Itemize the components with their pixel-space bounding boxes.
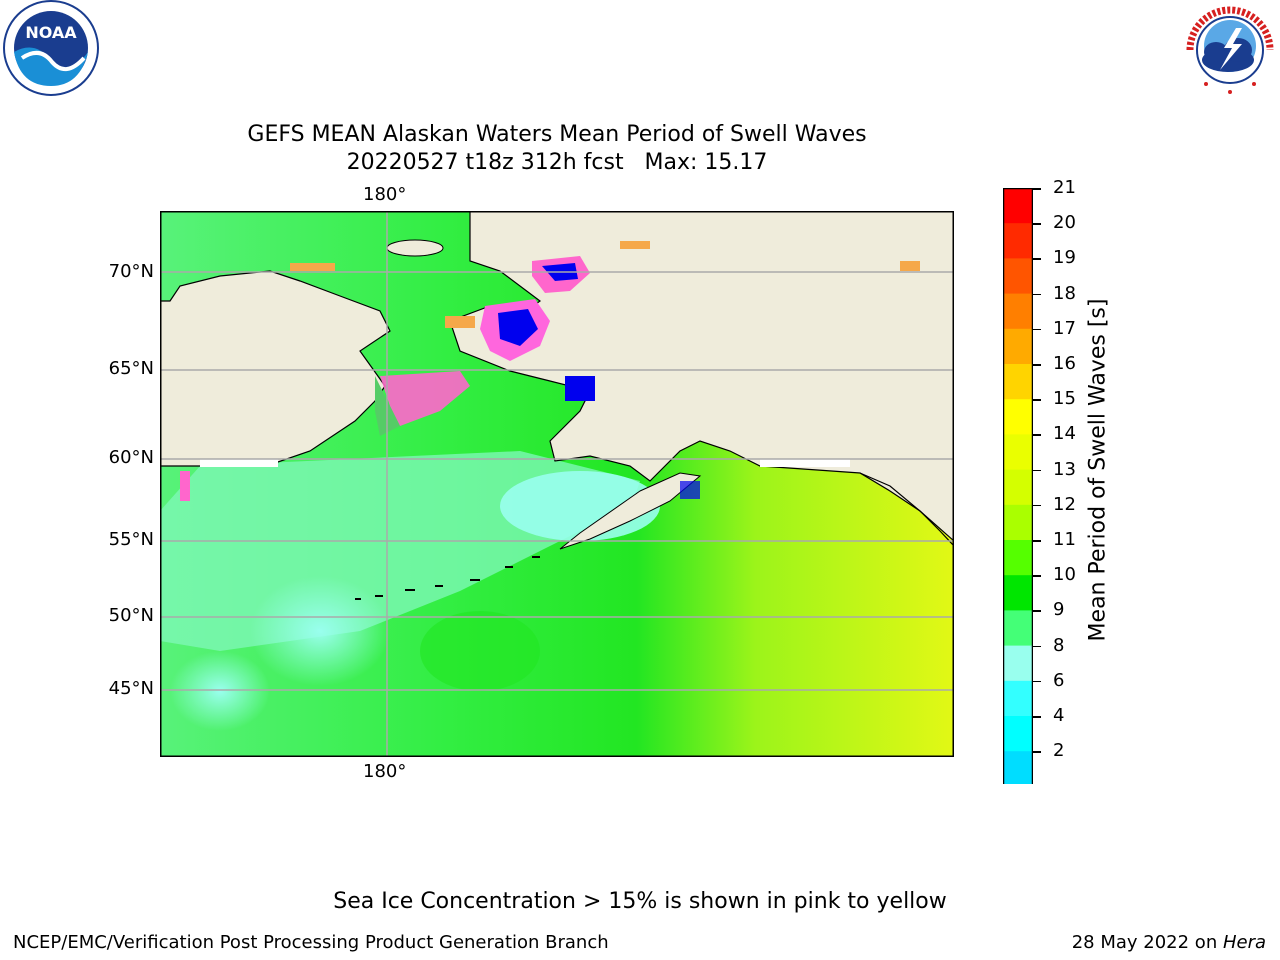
colorbar-segment <box>1003 575 1033 611</box>
colorbar-tick-mark <box>1033 680 1041 683</box>
colorbar-tick-label: 16 <box>1053 353 1076 374</box>
colorbar-tick-mark <box>1033 434 1041 436</box>
colorbar-tick-label: 20 <box>1053 212 1076 234</box>
coast-southeast-alaska <box>859 472 954 547</box>
colorbar-segment <box>1003 716 1033 752</box>
colorbar-label: Mean Period of Swell Waves [s] <box>1085 298 1111 642</box>
colorbar-tick-label: 11 <box>1053 529 1076 550</box>
lon-label-top: 180° <box>363 184 407 205</box>
aleutian-islands <box>355 556 540 600</box>
colorbar-tick-label: 19 <box>1053 247 1076 269</box>
colorbar-tick-label: 8 <box>1053 634 1065 656</box>
colorbar-segment <box>1003 293 1033 330</box>
graticule <box>160 211 954 757</box>
colorbar-tick-mark <box>1033 575 1041 577</box>
colorbar-tick-label: 9 <box>1053 599 1065 621</box>
chart-title: GEFS MEAN Alaskan Waters Mean Period of … <box>247 122 867 147</box>
colorbar-segment <box>1003 751 1033 784</box>
colorbar-segment <box>1003 469 1033 506</box>
land-alaska-peninsula <box>559 472 702 550</box>
colorbar-segment <box>1003 258 1033 295</box>
colorbar-segment <box>1003 434 1033 471</box>
colorbar-tick-label: 17 <box>1053 317 1076 339</box>
colorbar-tick-label: 10 <box>1053 564 1076 586</box>
colorbar-segment <box>1003 188 1033 224</box>
colorbar-tick-label: 15 <box>1053 388 1076 410</box>
land-island <box>386 239 444 257</box>
colorbar-tick-mark <box>1033 469 1041 472</box>
lat-label-70: 70°N <box>108 261 154 282</box>
map-panel <box>160 211 954 757</box>
colorbar-segment <box>1003 610 1033 647</box>
colorbar-segment <box>1003 645 1033 682</box>
lat-label-55: 55°N <box>108 529 154 550</box>
lon-label-bottom: 180° <box>363 761 407 782</box>
colorbar-tick-mark <box>1033 540 1041 542</box>
mask-strip <box>200 459 278 467</box>
lat-label-50: 50°N <box>108 605 154 626</box>
colorbar-segment <box>1003 504 1033 541</box>
footer-machine: Hera <box>1222 932 1266 953</box>
colorbar-segment <box>1003 399 1033 435</box>
colorbar-tick-mark <box>1033 328 1041 331</box>
colorbar-tick-mark <box>1033 751 1041 753</box>
nws-logo <box>1183 3 1277 97</box>
colorbar-tick-label: 6 <box>1053 669 1065 691</box>
colorbar-tick-mark <box>1033 716 1041 718</box>
colorbar-tick-mark <box>1033 504 1041 507</box>
colorbar-tick-label: 13 <box>1053 458 1076 480</box>
colorbar-tick-mark <box>1033 364 1041 366</box>
colorbar-tick-mark <box>1033 293 1041 296</box>
colorbar-segment <box>1003 364 1033 400</box>
colorbar-tick-mark <box>1033 645 1041 648</box>
colorbar-segment <box>1003 680 1033 717</box>
lat-label-60: 60°N <box>108 447 154 468</box>
noaa-logo: NOAA <box>3 0 99 96</box>
lat-label-45: 45°N <box>108 678 154 699</box>
colorbar-tick-label: 4 <box>1053 705 1065 726</box>
colorbar-segment <box>1003 223 1033 259</box>
colorbar-segment <box>1003 328 1033 365</box>
colorbar <box>1003 188 1033 784</box>
colorbar-tick-label: 18 <box>1053 282 1076 304</box>
sea-ice-note: Sea Ice Concentration > 15% is shown in … <box>333 889 947 914</box>
colorbar-tick-mark <box>1033 188 1041 190</box>
noaa-logo-text: NOAA <box>25 23 77 42</box>
chart-subtitle: 20220527 t18z 312h fcst Max: 15.17 <box>346 150 768 175</box>
mask-strip-east <box>760 459 850 467</box>
footer-credit: NCEP/EMC/Verification Post Processing Pr… <box>13 932 609 953</box>
map-border <box>160 211 954 757</box>
lat-label-65: 65°N <box>108 358 154 379</box>
colorbar-tick-label: 21 <box>1053 177 1076 198</box>
colorbar-tick-label: 2 <box>1053 740 1065 762</box>
cyan-patch-sw <box>170 651 270 731</box>
colorbar-segment <box>1003 540 1033 576</box>
colorbar-tick-mark <box>1033 223 1041 225</box>
colorbar-outline <box>1003 188 1033 784</box>
sea-ice-overlay <box>180 241 920 501</box>
footer-date-text: 28 May 2022 on <box>1071 932 1223 953</box>
footer-date: 28 May 2022 on Hera <box>1072 932 1266 953</box>
colorbar-tick-mark <box>1033 610 1041 612</box>
colorbar-tick-label: 12 <box>1053 493 1076 515</box>
green-patch <box>420 611 540 691</box>
colorbar-tick-mark <box>1033 258 1041 260</box>
cyan-patch <box>250 576 390 686</box>
colorbar-tick-label: 14 <box>1053 423 1076 445</box>
colorbar-tick-mark <box>1033 399 1041 401</box>
